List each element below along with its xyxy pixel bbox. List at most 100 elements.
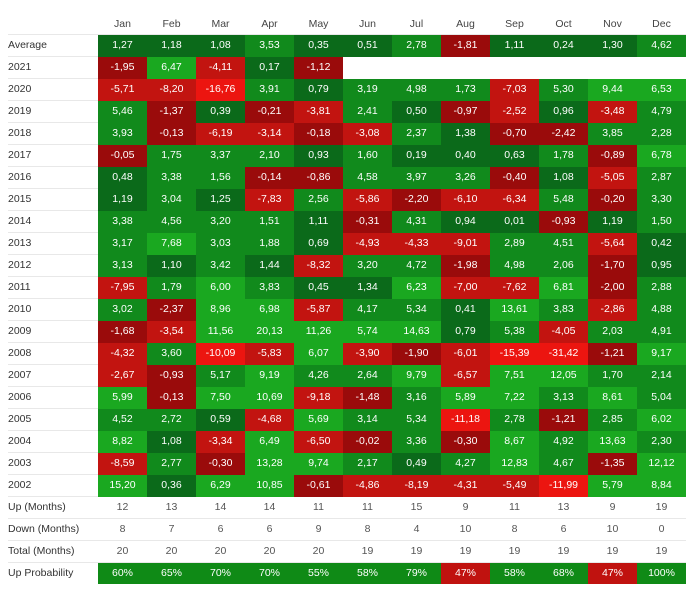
return-cell: 2,03 — [588, 320, 637, 343]
return-cell: 9,17 — [637, 342, 686, 365]
return-cell: 3,93 — [98, 122, 147, 145]
summary-cell: 19 — [637, 497, 686, 519]
summary-cell: 13 — [539, 497, 588, 519]
return-cell: 3,02 — [98, 298, 147, 321]
return-cell: 0,45 — [294, 276, 343, 299]
row-label: 2008 — [8, 342, 98, 365]
return-cell: 20,13 — [245, 320, 294, 343]
return-cell — [490, 56, 539, 79]
return-cell: -8,19 — [392, 474, 441, 497]
return-cell: 3,13 — [539, 386, 588, 409]
summary-cell: 19 — [392, 540, 441, 563]
return-cell: 4,31 — [392, 210, 441, 233]
return-cell: -6,01 — [441, 342, 490, 365]
return-cell: 2,37 — [392, 122, 441, 145]
return-cell: -1,95 — [98, 56, 147, 79]
probability-cell: 79% — [392, 562, 441, 584]
return-cell: -0,93 — [539, 210, 588, 233]
row-label: 2019 — [8, 100, 98, 123]
return-cell: 0,48 — [98, 166, 147, 189]
return-cell: 1,50 — [637, 210, 686, 233]
return-cell: 2,56 — [294, 188, 343, 211]
return-cell: 1,30 — [588, 34, 637, 57]
return-cell: 6,49 — [245, 430, 294, 453]
return-cell: -0,93 — [147, 364, 196, 387]
return-cell: 1,88 — [245, 232, 294, 255]
return-cell: 2,41 — [343, 100, 392, 123]
row-label: 2004 — [8, 430, 98, 453]
summary-cell: 20 — [294, 540, 343, 563]
return-cell: -10,09 — [196, 342, 245, 365]
return-cell: 1,10 — [147, 254, 196, 277]
return-cell: -11,99 — [539, 474, 588, 497]
row-label: 2009 — [8, 320, 98, 343]
return-cell: 3,20 — [343, 254, 392, 277]
summary-cell: 15 — [392, 497, 441, 519]
return-cell: -9,18 — [294, 386, 343, 409]
return-cell: 5,99 — [98, 386, 147, 409]
return-cell: 4,92 — [539, 430, 588, 453]
return-cell: 14,63 — [392, 320, 441, 343]
return-cell: -6,57 — [441, 364, 490, 387]
return-cell: -5,64 — [588, 232, 637, 255]
return-cell: -0,86 — [294, 166, 343, 189]
return-cell: -9,01 — [441, 232, 490, 255]
return-cell: 0,79 — [441, 320, 490, 343]
return-cell: 4,88 — [637, 298, 686, 321]
return-cell: -16,76 — [196, 78, 245, 101]
summary-cell: 19 — [490, 540, 539, 563]
month-header-nov: Nov — [588, 14, 637, 35]
return-cell: 6,81 — [539, 276, 588, 299]
return-cell: 3,03 — [196, 232, 245, 255]
return-cell: 2,85 — [588, 408, 637, 431]
return-cell: -0,14 — [245, 166, 294, 189]
return-cell: 3,14 — [343, 408, 392, 431]
return-cell: 2,14 — [637, 364, 686, 387]
return-cell: 1,18 — [147, 34, 196, 57]
return-cell: 11,56 — [196, 320, 245, 343]
return-cell: -2,42 — [539, 122, 588, 145]
summary-row: Down (Months) 8 7 6 6 9 8 4 10 8 6 10 0 — [8, 518, 686, 541]
return-cell: 2,64 — [343, 364, 392, 387]
return-cell: -7,62 — [490, 276, 539, 299]
return-cell: 0,24 — [539, 34, 588, 57]
return-cell: -5,83 — [245, 342, 294, 365]
return-cell: -4,32 — [98, 342, 147, 365]
return-cell: 3,83 — [539, 298, 588, 321]
return-cell: 3,17 — [98, 232, 147, 255]
return-cell: -3,54 — [147, 320, 196, 343]
return-cell: -1,70 — [588, 254, 637, 277]
return-cell: -31,42 — [539, 342, 588, 365]
return-cell: -3,14 — [245, 122, 294, 145]
return-cell: -4,93 — [343, 232, 392, 255]
return-cell: 0,69 — [294, 232, 343, 255]
row-label: 2006 — [8, 386, 98, 409]
return-cell: 0,79 — [294, 78, 343, 101]
row-label: 2018 — [8, 122, 98, 145]
return-cell: 2,89 — [490, 232, 539, 255]
probability-cell: 65% — [147, 562, 196, 584]
row-label: 2002 — [8, 474, 98, 497]
return-cell: -4,33 — [392, 232, 441, 255]
return-cell: 8,84 — [637, 474, 686, 497]
return-cell: -5,49 — [490, 474, 539, 497]
summary-cell: 9 — [441, 497, 490, 519]
return-cell: 3,20 — [196, 210, 245, 233]
return-cell: 5,46 — [98, 100, 147, 123]
summary-cell: 8 — [490, 518, 539, 541]
return-cell: 2,87 — [637, 166, 686, 189]
return-cell: 0,40 — [441, 144, 490, 167]
return-cell: 2,30 — [637, 430, 686, 453]
return-cell: -4,68 — [245, 408, 294, 431]
summary-label: Up (Months) — [8, 497, 98, 519]
year-row: 2013 3,17 7,68 3,03 1,88 0,69 -4,93 -4,33 -9,01 2… — [8, 232, 686, 255]
summary-label: Up Probability — [8, 567, 74, 579]
return-cell: 0,94 — [441, 210, 490, 233]
probability-cell: 55% — [294, 562, 343, 584]
return-cell: -0,13 — [147, 386, 196, 409]
return-cell: 13,63 — [588, 430, 637, 453]
return-cell: -3,90 — [343, 342, 392, 365]
summary-cell: 14 — [245, 497, 294, 519]
summary-cell: 4 — [392, 518, 441, 541]
